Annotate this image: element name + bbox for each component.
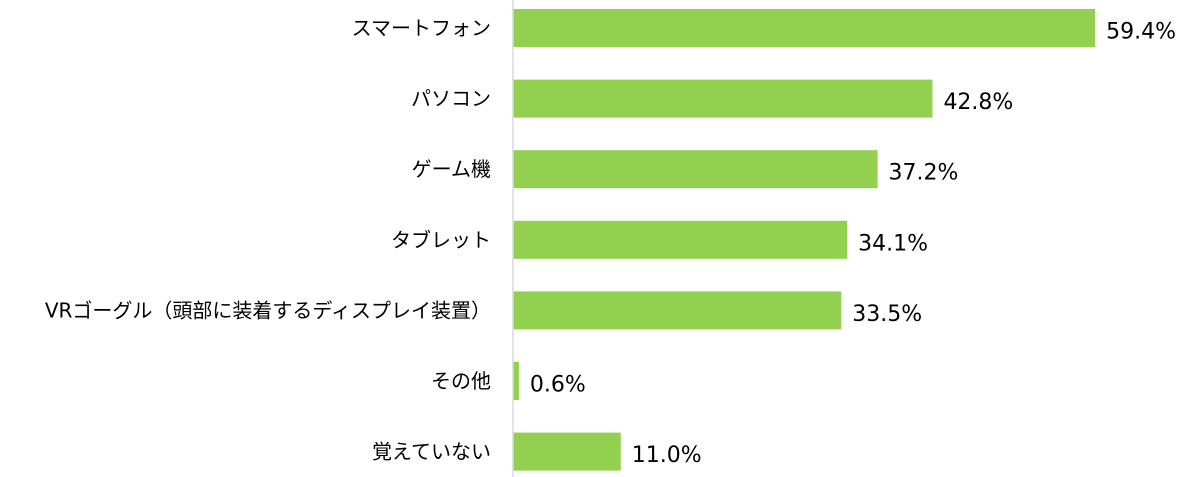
value-label-3: 34.1% bbox=[858, 231, 928, 256]
bar-3 bbox=[513, 220, 848, 259]
category-label-6: 覚えていない bbox=[372, 440, 491, 464]
category-label-3: タブレット bbox=[391, 228, 491, 252]
bar-0 bbox=[513, 9, 1096, 47]
bar-1 bbox=[513, 79, 933, 118]
bar-2 bbox=[513, 150, 878, 189]
category-label-4: VRゴーグル（頭部に装着するディスプレイ装置） bbox=[45, 298, 491, 322]
category-label-5: その他 bbox=[431, 369, 491, 393]
bars-group bbox=[513, 9, 1096, 471]
value-label-2: 37.2% bbox=[889, 161, 959, 186]
value-labels-group: 59.4% 42.8% 37.2% 34.1% 33.5% 0.6% 11.0% bbox=[530, 20, 1176, 469]
bar-6 bbox=[513, 432, 621, 471]
value-label-4: 33.5% bbox=[852, 302, 922, 327]
category-label-1: パソコン bbox=[411, 87, 491, 111]
bar-5 bbox=[513, 362, 519, 400]
value-label-5: 0.6% bbox=[530, 373, 586, 398]
category-label-0: スマートフォン bbox=[352, 16, 491, 40]
bar-4 bbox=[513, 291, 842, 330]
value-label-6: 11.0% bbox=[632, 443, 702, 468]
value-label-0: 59.4% bbox=[1106, 20, 1176, 45]
category-label-2: ゲーム機 bbox=[412, 157, 491, 181]
value-label-1: 42.8% bbox=[943, 90, 1013, 115]
